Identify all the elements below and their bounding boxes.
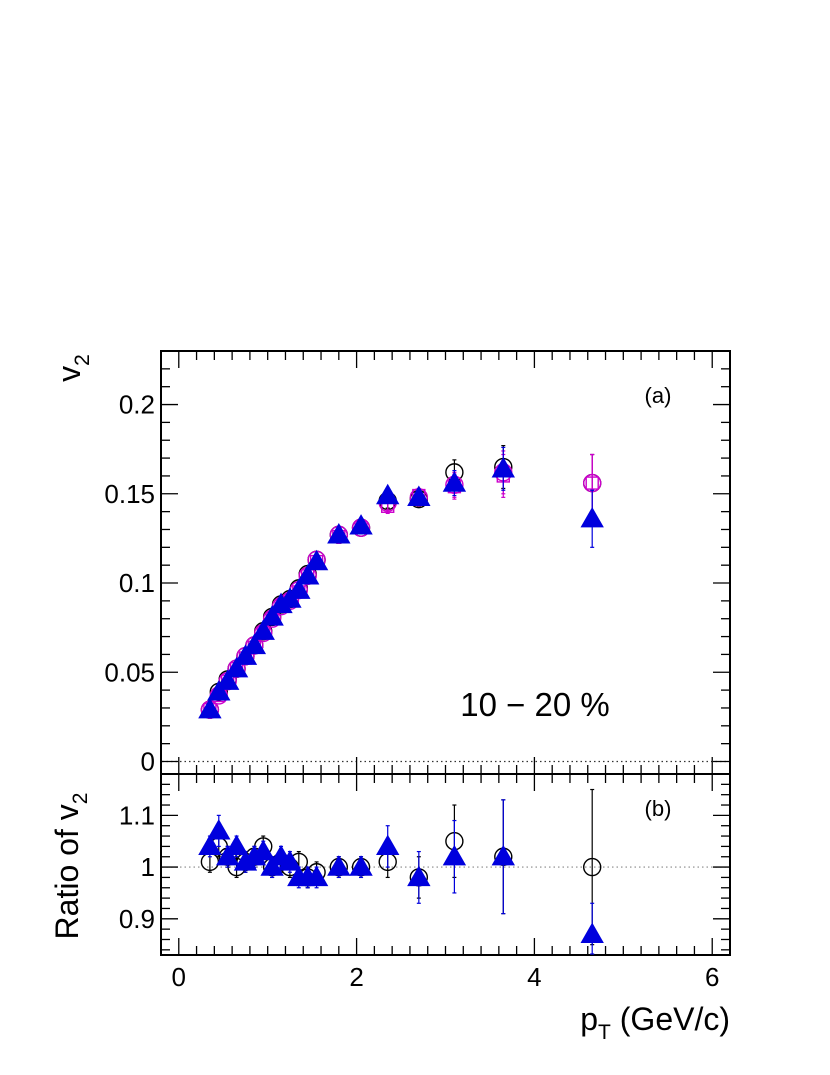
data-point xyxy=(407,485,431,507)
y-axis-title-main: Ratio of v xyxy=(49,804,85,939)
data-point xyxy=(198,697,222,719)
data-point xyxy=(215,669,240,690)
x-axis-title-main: p xyxy=(580,1001,598,1037)
data-point xyxy=(278,850,302,871)
data-point xyxy=(296,564,320,585)
series-4 xyxy=(198,446,604,719)
x-tick-label: 6 xyxy=(705,962,719,992)
data-point xyxy=(242,633,267,655)
series-2 xyxy=(198,799,604,955)
y-axis-title-main: v xyxy=(51,366,87,382)
centrality-annotation: 10 − 20 % xyxy=(460,686,610,723)
data-point xyxy=(582,857,602,877)
data-point xyxy=(251,839,275,861)
y-tick-label: 1.1 xyxy=(119,800,155,830)
data-point xyxy=(260,605,284,626)
y-axis-title: Ratio of v2 xyxy=(49,793,92,940)
data-point xyxy=(327,855,351,876)
data-point xyxy=(349,514,373,535)
x-axis-title: pT (GeV/c) xyxy=(580,1001,730,1044)
data-point xyxy=(287,578,311,599)
data-point xyxy=(207,819,231,840)
x-tick-label: 0 xyxy=(172,962,186,992)
data-point xyxy=(224,834,249,856)
x-tick-label: 2 xyxy=(349,962,363,992)
data-point xyxy=(260,855,284,876)
x-tick-label: 4 xyxy=(527,962,541,992)
x-axis-title-unit: (GeV/c) xyxy=(611,1001,730,1037)
data-point xyxy=(407,865,431,887)
data-point xyxy=(233,644,258,665)
data-point xyxy=(207,680,231,701)
x-axis-title-sub: T xyxy=(598,1021,611,1044)
data-point xyxy=(198,834,222,856)
data-point xyxy=(304,549,329,571)
data-point xyxy=(376,834,400,856)
y-tick-label: 0.2 xyxy=(119,390,155,420)
y-tick-label: 0.05 xyxy=(104,657,155,687)
y-axis-title-sub: 2 xyxy=(71,354,94,366)
data-point xyxy=(224,656,249,678)
panel-label: (b) xyxy=(645,796,672,821)
y-tick-label: 0.9 xyxy=(119,904,155,934)
y-tick-label: 0.15 xyxy=(104,479,155,509)
data-point xyxy=(304,865,329,887)
y-tick-label: 1 xyxy=(141,852,155,882)
panel-a: 0 0.05 0.1 0.15 0.2 (a) 10 − 20 % v2 xyxy=(51,350,731,777)
y-tick-label: 0.1 xyxy=(119,568,155,598)
panel-label: (a) xyxy=(645,383,672,408)
y-axis-title-sub: 2 xyxy=(69,793,92,805)
data-point xyxy=(327,523,351,544)
data-point xyxy=(442,471,467,492)
data-point xyxy=(349,855,373,876)
data-point xyxy=(580,506,604,528)
data-point xyxy=(491,844,515,866)
y-axis-title: v2 xyxy=(51,354,94,382)
y-tick-label: 0 xyxy=(141,747,155,777)
data-point xyxy=(215,844,240,866)
data-point xyxy=(491,456,515,478)
data-point xyxy=(376,483,400,505)
data-point xyxy=(580,922,604,943)
data-point xyxy=(442,844,467,866)
data-point xyxy=(251,619,275,640)
